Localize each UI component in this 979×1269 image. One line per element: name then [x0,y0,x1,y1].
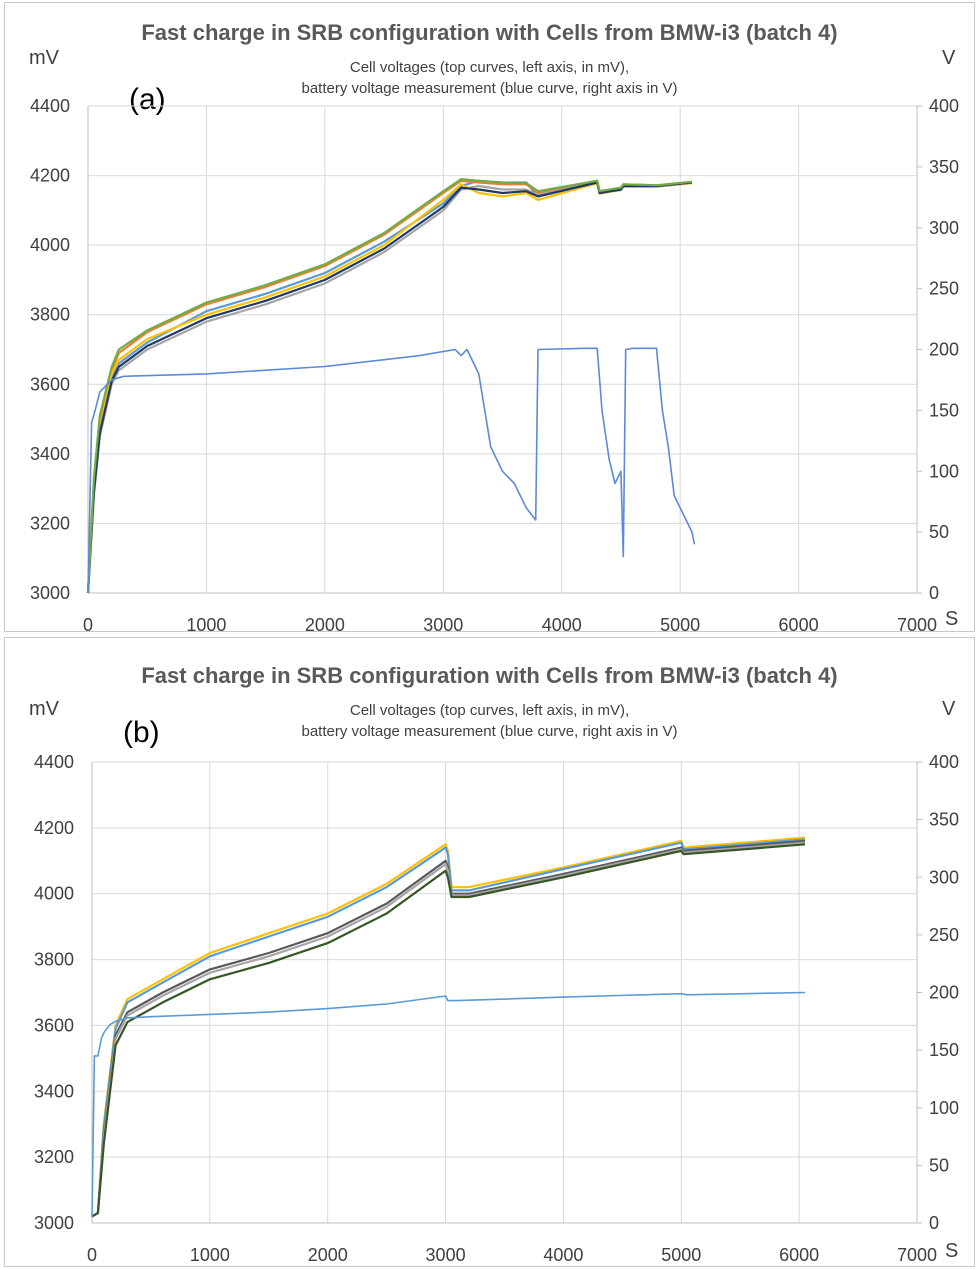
x-tick-label: 1000 [186,615,226,635]
y-right-tick-label: 200 [929,983,959,1003]
x-tick-label: 3000 [423,615,463,635]
chart-panel-a: Fast charge in SRB configuration with Ce… [4,2,975,635]
cell-voltage-line-1 [86,179,693,594]
y-left-tick-label: 3200 [34,1147,74,1167]
left-axis-unit: mV [29,47,59,69]
y-left-tick-label: 3000 [34,1213,74,1233]
x-tick-label: 4000 [542,615,582,635]
y-right-tick-label: 400 [929,752,959,772]
cell-voltage-line-4 [86,181,693,594]
y-left-tick-label: 4200 [34,818,74,838]
x-tick-label: 2000 [305,615,345,635]
battery-voltage-line-5 [91,991,806,1218]
y-right-tick-label: 300 [929,867,959,887]
x-tick-label: 7000 [897,1245,937,1265]
subtitle-line-1: Cell voltages (top curves, left axis, in… [349,59,630,76]
chart-subtitle: Cell voltages (top curves, left axis, in… [5,57,974,99]
subtitle-line-1: Cell voltages (top curves, left axis, in… [349,702,630,719]
cell-voltage-line-1 [91,838,806,1218]
chart-subtitle: Cell voltages (top curves, left axis, in… [5,700,974,742]
x-tick-label: 3000 [426,1245,466,1265]
y-right-tick-label: 150 [929,1040,959,1060]
x-tick-label: 6000 [779,615,819,635]
x-tick-label: 1000 [190,1245,230,1265]
panel-label: (a) [129,83,166,116]
x-tick-label: 7000 [897,615,937,635]
chart-plot-b: 0 1000 2000 3000 4000 5000 6000 700030003200340… [34,752,959,1265]
y-left-tick-label: 4400 [34,752,74,772]
x-tick-label: 4000 [543,1245,583,1265]
y-left-tick-label: 3200 [30,513,70,533]
cell-voltage-line-0 [86,179,693,594]
y-left-tick-label: 3400 [34,1081,74,1101]
y-right-tick-label: 100 [929,461,959,481]
y-left-tick-label: 3800 [34,950,74,970]
chart-title: Fast charge in SRB configuration with Ce… [141,663,838,688]
x-tick-label: 5000 [660,615,700,635]
y-right-tick-label: 350 [929,157,959,177]
subtitle-line-2: battery voltage measurement (blue curve,… [301,723,678,740]
y-left-tick-label: 4200 [30,166,70,186]
y-right-tick-label: 350 [929,810,959,830]
y-left-tick-label: 3400 [30,444,70,464]
x-tick-label: 0 [83,615,93,635]
left-axis-unit: mV [29,698,59,720]
panel-label: (b) [123,716,160,749]
chart-plot-a: 0 1000 2000 3000 4000 5000 6000 700030003200340… [30,96,959,635]
x-tick-label: 2000 [308,1245,348,1265]
battery-voltage-line-6 [87,347,696,594]
y-right-tick-label: 0 [929,1213,939,1233]
y-right-tick-label: 50 [929,522,949,542]
y-right-tick-label: 250 [929,925,959,945]
y-right-tick-label: 0 [929,583,939,603]
cell-voltage-line-5 [86,178,693,594]
cell-voltage-line-3 [91,841,806,1218]
x-tick-label: 5000 [661,1245,701,1265]
y-right-tick-label: 400 [929,96,959,116]
right-axis-unit: V [942,47,956,69]
chart-panel-b: Fast charge in SRB configuration with Ce… [4,637,975,1267]
x-tick-label: 6000 [779,1245,819,1265]
y-right-tick-label: 50 [929,1155,949,1175]
x-axis-unit: S [945,608,959,630]
subtitle-line-2: battery voltage measurement (blue curve,… [301,80,678,97]
x-axis-unit: S [945,1240,959,1262]
cell-voltage-line-0 [91,836,806,1218]
cell-voltage-line-2 [91,839,806,1218]
y-right-tick-label: 250 [929,279,959,299]
y-right-tick-label: 100 [929,1098,959,1118]
chart-title: Fast charge in SRB configuration with Ce… [141,20,838,45]
right-axis-unit: V [942,698,956,720]
y-left-tick-label: 4000 [30,235,70,255]
y-right-tick-label: 300 [929,218,959,238]
y-left-tick-label: 3800 [30,305,70,325]
y-left-tick-label: 4000 [34,884,74,904]
y-left-tick-label: 4400 [30,96,70,116]
x-tick-label: 0 [87,1245,97,1265]
y-left-tick-label: 3000 [30,583,70,603]
y-left-tick-label: 3600 [30,374,70,394]
y-right-tick-label: 200 [929,340,959,360]
cell-voltage-line-4 [91,843,806,1218]
y-left-tick-label: 3600 [34,1015,74,1035]
y-right-tick-label: 150 [929,400,959,420]
